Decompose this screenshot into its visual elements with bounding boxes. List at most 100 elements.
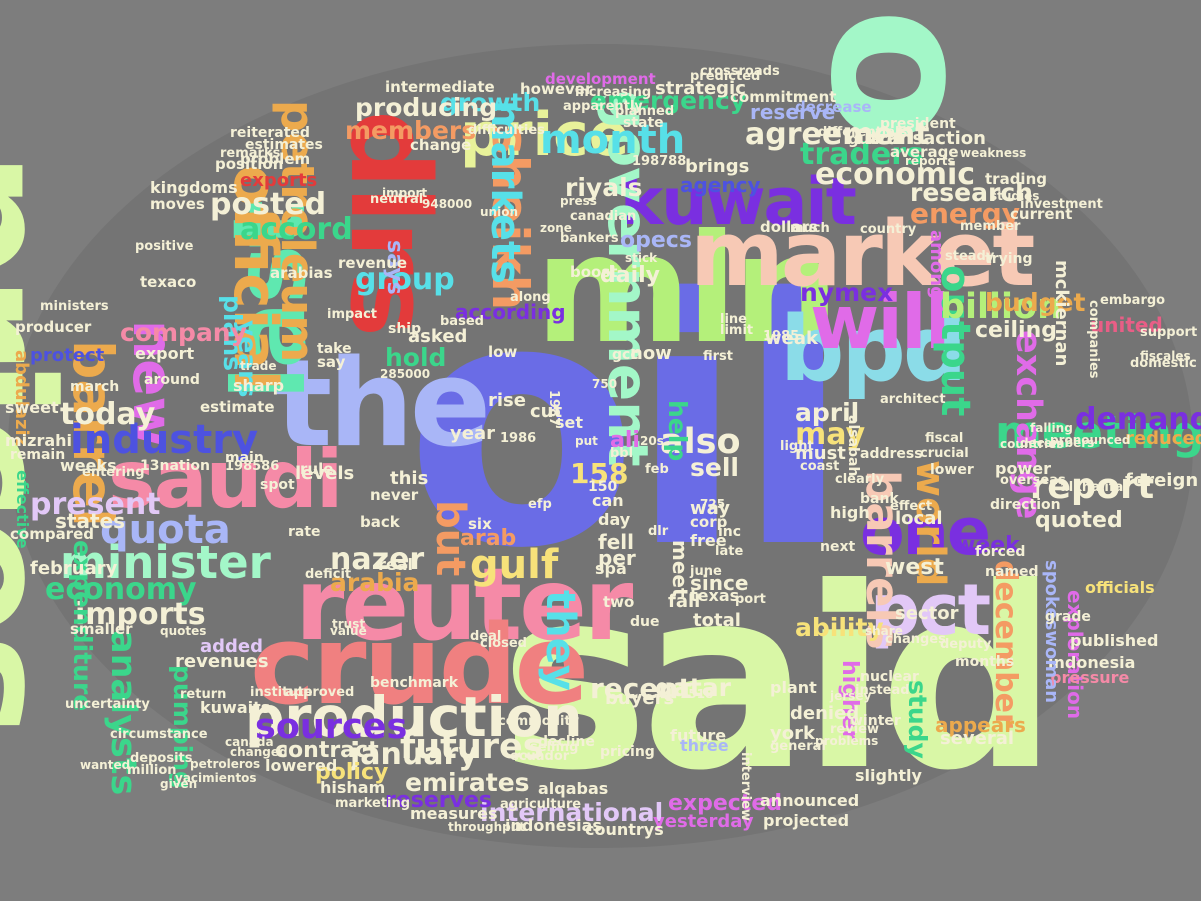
word-light: light [780, 439, 814, 454]
word-direction: direction [990, 497, 1061, 513]
word-energy: energy [910, 197, 1021, 230]
word-appears: appears [935, 713, 1026, 737]
word-steady: steady [945, 249, 995, 264]
word-remarks: remarks [220, 146, 281, 161]
word-asked: asked [408, 326, 468, 347]
word-problem: problem [240, 150, 311, 168]
word-research: research [910, 178, 1033, 207]
word-next: next [820, 539, 856, 555]
word-never: never [370, 486, 419, 504]
word-pct: pct [870, 569, 991, 651]
word-sell: sell [690, 453, 739, 482]
word-port: port [735, 592, 766, 607]
word-denied: denied [790, 703, 860, 724]
word-deposits: deposits [130, 751, 193, 766]
word-petroleros: petroleros [190, 757, 261, 771]
word-traders: traders [800, 137, 924, 172]
word-general: general [770, 739, 826, 754]
word-investment: investment [1020, 197, 1103, 212]
word-interview: interview [738, 752, 753, 821]
word-ali: ali [610, 428, 640, 453]
word-trade: trade [240, 359, 277, 373]
word-quotes: quotes [160, 624, 207, 638]
word-may: may [795, 417, 866, 452]
word-mizrahi: mizrahi [5, 431, 73, 450]
word-ceiling: ceiling [975, 318, 1057, 343]
word-current: current [1010, 205, 1073, 223]
word-added: added [200, 636, 264, 657]
word-members: members [345, 116, 477, 145]
word-exports: exports [240, 170, 318, 191]
word-among: among [926, 230, 947, 299]
word-production: production [245, 685, 583, 749]
word-one: one [860, 495, 991, 570]
word-architect: architect [880, 392, 946, 407]
word-country: country [860, 222, 917, 237]
word-benchmark: benchmark [370, 675, 458, 691]
word-member: member [960, 219, 1021, 234]
word-weak: weak [765, 328, 818, 349]
word-boost: boost [570, 263, 618, 281]
word-jersey: jersey [830, 689, 872, 703]
word-economy: economy [45, 572, 197, 607]
word-due: due [630, 614, 660, 630]
word-change: change [410, 136, 472, 154]
word-rate: rate [288, 524, 321, 540]
word-spot: spot [260, 477, 295, 493]
word-stick: stick [625, 251, 658, 265]
word-fall: fall [668, 591, 701, 612]
word-nymex: nymex [800, 278, 894, 307]
word-around: around [144, 372, 200, 388]
word-guard: guard [848, 130, 898, 148]
word-commodity: commodity [498, 714, 580, 729]
word-948000: 948000 [422, 197, 473, 211]
word-instead: instead [855, 683, 910, 698]
word-high: high [830, 503, 870, 522]
word-meet: meet [668, 540, 692, 598]
word-pronounced: pronounced [1050, 433, 1131, 447]
word-buyers: buyers [605, 688, 675, 709]
word-corp: corp [690, 513, 728, 531]
word-indonesia: indonesia [1048, 653, 1136, 672]
word-reiterated: reiterated [230, 125, 310, 141]
word-union: union [480, 205, 518, 219]
word-texas: texas [690, 586, 740, 605]
word-low: low [488, 343, 518, 361]
word-remain: remain [10, 447, 66, 463]
word-zone: zone [540, 221, 572, 235]
word-recent: recent [590, 672, 692, 705]
word-two: two [603, 593, 635, 611]
word-institute: institute [250, 685, 313, 700]
word-predicted: predicted [690, 69, 761, 84]
word-mln: mln [535, 203, 840, 377]
word-nazer: nazer [330, 542, 425, 577]
word-limit: limit [720, 323, 754, 338]
word-neutral: neutral [370, 192, 424, 207]
word-way: way [690, 498, 730, 519]
word-150: 150 [588, 479, 618, 495]
word-alkhalifa: alkhalifa [1060, 480, 1124, 495]
word-750: 750 [592, 377, 618, 391]
word-economic: economic [815, 157, 976, 192]
word-address: address [860, 446, 923, 462]
word-fiscales: fiscales [1140, 349, 1191, 363]
word-cloud-ellipse-mask [8, 44, 1193, 848]
word-smaller: smaller [70, 620, 133, 638]
word-725: 725 [700, 497, 726, 511]
word-decline: decline [538, 734, 595, 750]
word-throughput: throughput [448, 820, 525, 834]
word-december: december [988, 560, 1023, 728]
word-yacimientos: yacimientos [175, 771, 257, 785]
word-coast: coast [800, 459, 840, 474]
word-apparently: apparently [563, 99, 643, 114]
word-trust: trust [332, 617, 366, 631]
word-market: market [690, 202, 1035, 307]
word-futures: futures [400, 727, 544, 767]
word-intermediate: intermediate [385, 78, 495, 96]
word-however: however [520, 80, 593, 98]
word-minister: minister [60, 536, 271, 589]
word-studies: studies [990, 189, 1040, 203]
word-saudi: saudi [108, 433, 343, 526]
word-policy: policy [315, 760, 389, 785]
word-named: named [985, 564, 1039, 580]
